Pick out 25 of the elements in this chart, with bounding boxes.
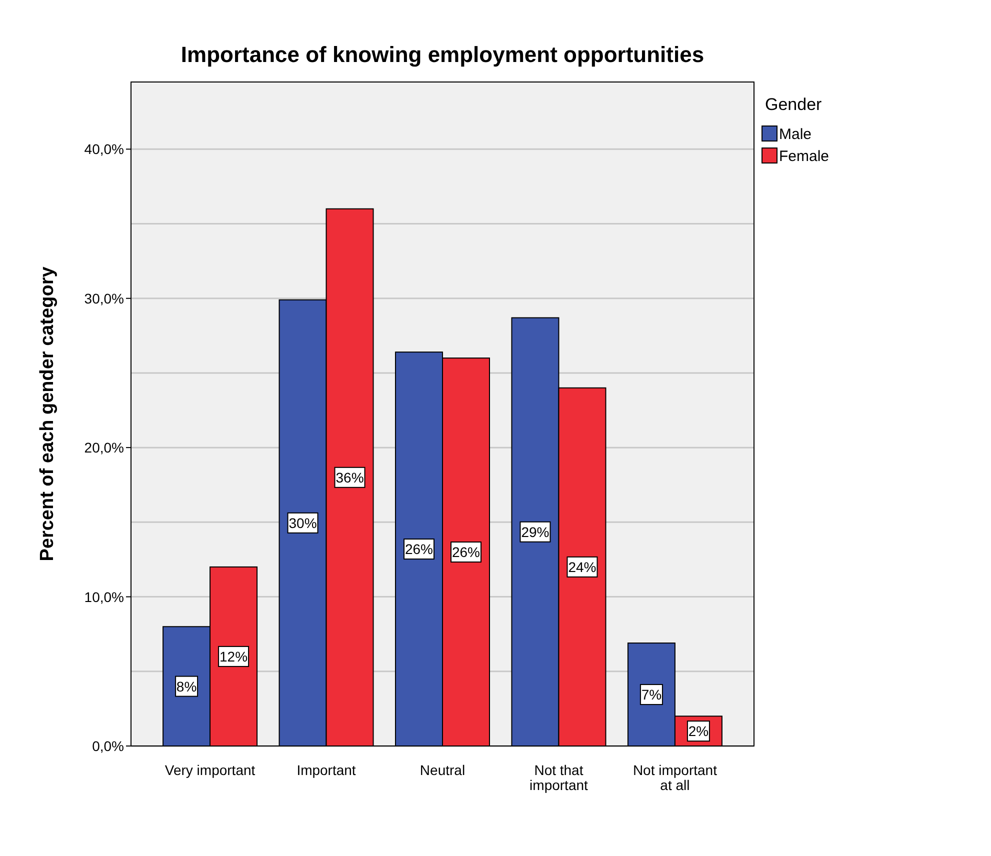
y-axis-title: Percent of each gender category bbox=[37, 266, 58, 562]
x-tick-label: Neutral bbox=[420, 762, 466, 778]
data-label: 24% bbox=[568, 558, 596, 575]
data-label: 8% bbox=[176, 678, 197, 694]
legend-label: Male bbox=[779, 126, 812, 143]
data-label: 30% bbox=[288, 514, 317, 531]
legend-label: Female bbox=[779, 148, 830, 165]
y-tick-label: 40,0% bbox=[84, 141, 124, 158]
y-tick-label: 10,0% bbox=[84, 588, 124, 605]
y-tick-label: 20,0% bbox=[84, 440, 124, 456]
x-tick-label: Not important at all bbox=[632, 762, 718, 793]
data-label: 26% bbox=[452, 544, 480, 560]
y-tick-label: 30,0% bbox=[84, 290, 124, 306]
x-tick-label: Not that important bbox=[530, 762, 588, 793]
x-tick-label: Important bbox=[296, 762, 356, 778]
data-label: 12% bbox=[220, 648, 248, 664]
data-label: 36% bbox=[336, 469, 364, 486]
legend-title: Gender bbox=[765, 95, 822, 114]
data-label: 2% bbox=[688, 723, 709, 740]
data-label: 26% bbox=[404, 541, 434, 558]
data-label: 29% bbox=[521, 524, 550, 540]
chart-title: Importance of knowing employment opportunities bbox=[180, 42, 704, 67]
y-tick-label: 0,0% bbox=[92, 738, 124, 754]
x-tick-label: Very important bbox=[164, 762, 256, 778]
data-label: 7% bbox=[641, 686, 662, 703]
